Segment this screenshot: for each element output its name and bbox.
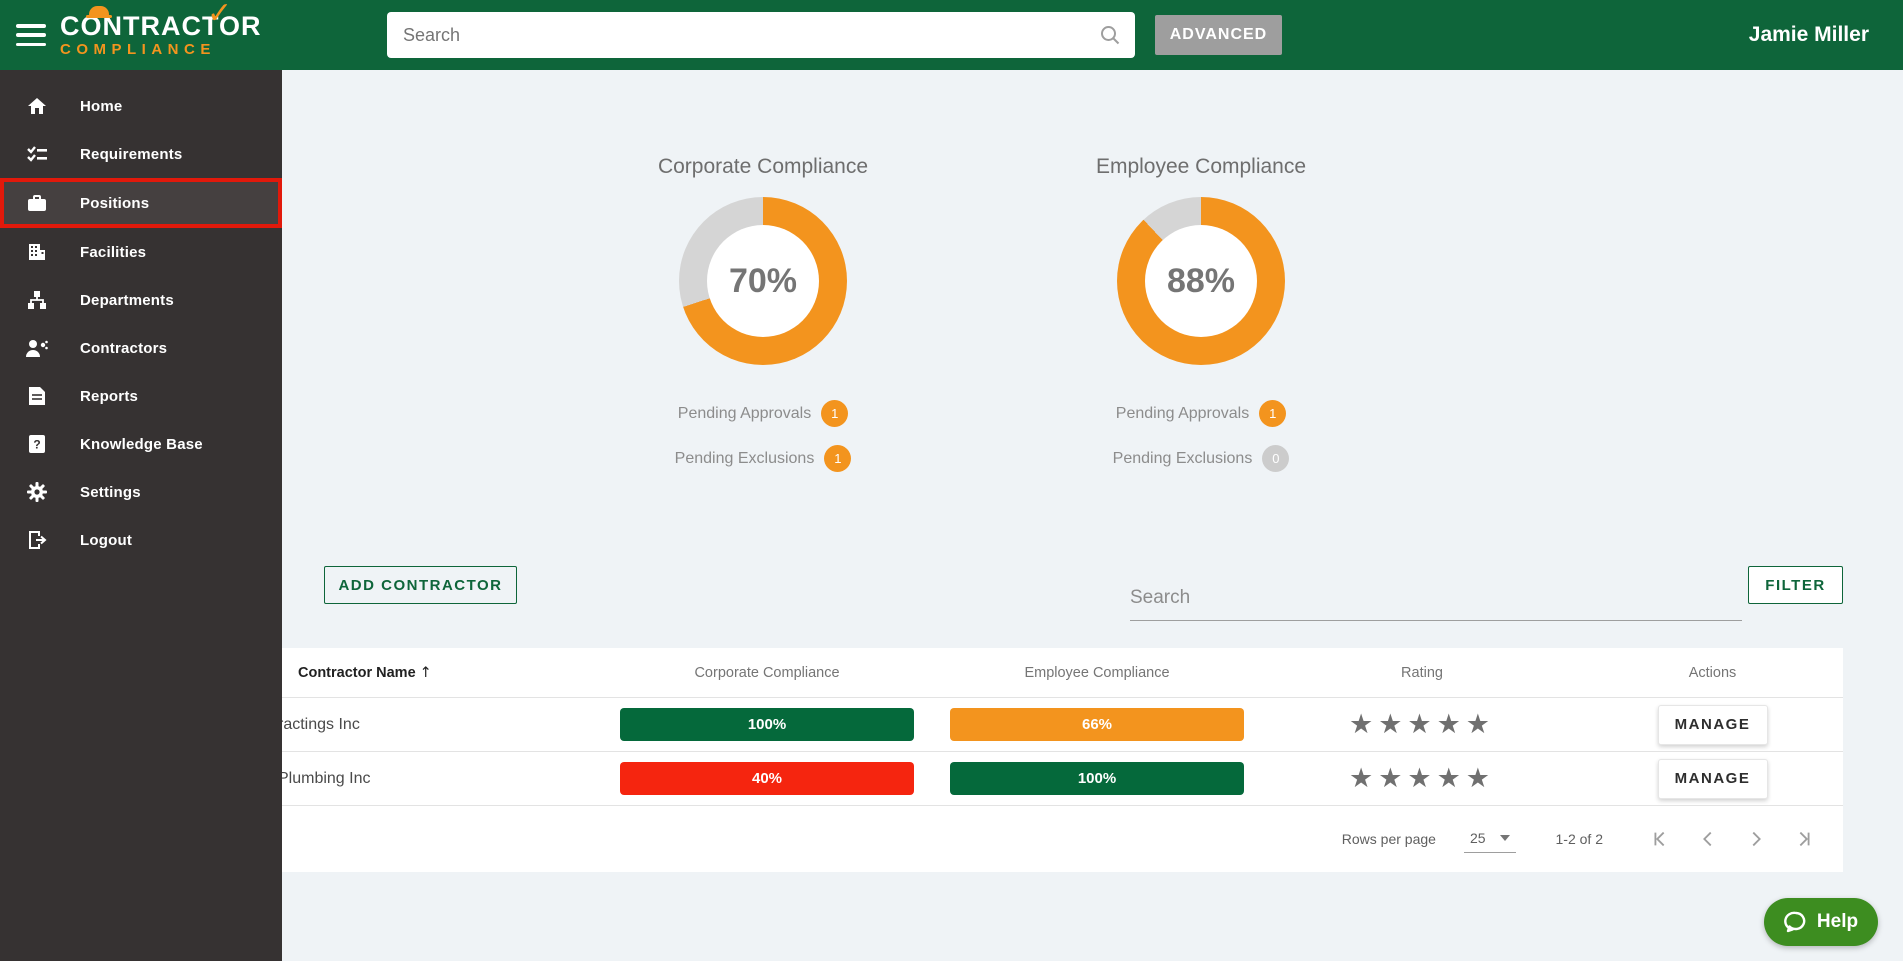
table-header-row: Contractor Name ↑ Corporate Compliance Em… — [282, 648, 1843, 698]
rows-per-page-select[interactable]: 25 — [1463, 826, 1516, 853]
table-row: Plumbing Inc 40% 100% ★★★★★ MANAGE — [282, 752, 1843, 806]
count-badge: 1 — [821, 400, 849, 427]
corporate-compliance-bar: 100% — [620, 708, 914, 741]
manage-button[interactable]: MANAGE — [1657, 704, 1768, 745]
hard-hat-icon — [86, 6, 112, 18]
pagination-range: 1-2 of 2 — [1555, 831, 1603, 847]
filter-button[interactable]: FILTER — [1748, 566, 1843, 604]
logo-check-icon: ✓ — [207, 0, 233, 31]
sidebar: Home Requirements Positions Facilities D… — [0, 70, 282, 961]
corporate-compliance-bar: 40% — [620, 762, 914, 795]
rating-stars[interactable]: ★★★★★ — [1348, 709, 1496, 740]
previous-page-icon[interactable] — [1697, 828, 1719, 850]
logo-line2: COMPLIANCE — [60, 41, 216, 58]
sidebar-item-logout[interactable]: Logout — [0, 516, 282, 564]
employee-compliance-donut: 88% — [1117, 197, 1285, 365]
corporate-pending-exclusions: Pending Exclusions 1 — [563, 445, 963, 472]
corporate-compliance-donut: 70% — [679, 197, 847, 365]
question-icon: ? — [24, 434, 50, 454]
column-corporate-compliance[interactable]: Corporate Compliance — [694, 664, 840, 681]
home-icon — [24, 96, 50, 116]
manage-button[interactable]: MANAGE — [1657, 758, 1768, 799]
user-name[interactable]: Jamie Miller — [1748, 23, 1869, 46]
employee-compliance-bar: 66% — [950, 708, 1244, 741]
contractors-table: Contractor Name ↑ Corporate Compliance Em… — [282, 648, 1843, 872]
org-chart-icon — [24, 290, 50, 310]
employee-compliance-title: Employee Compliance — [1095, 155, 1307, 178]
table-search-input[interactable] — [1130, 575, 1742, 621]
contractor-name[interactable]: ractings Inc — [282, 715, 360, 733]
add-contractor-button[interactable]: ADD CONTRACTOR — [324, 566, 517, 604]
last-page-icon[interactable] — [1793, 828, 1815, 850]
chevron-down-icon — [1499, 834, 1510, 841]
sidebar-item-facilities[interactable]: Facilities — [0, 228, 282, 276]
column-rating[interactable]: Rating — [1401, 664, 1443, 681]
employee-compliance-bar: 100% — [950, 762, 1244, 795]
count-badge: 0 — [1262, 445, 1290, 472]
corporate-compliance-title: Corporate Compliance — [657, 155, 869, 178]
gear-icon — [24, 482, 50, 502]
checklist-icon — [24, 144, 50, 164]
svg-text:?: ? — [33, 438, 40, 452]
table-row: ractings Inc 100% 66% ★★★★★ MANAGE — [282, 698, 1843, 752]
sidebar-item-reports[interactable]: Reports — [0, 372, 282, 420]
building-icon — [24, 242, 50, 262]
corporate-pending-approvals: Pending Approvals 1 — [563, 400, 963, 427]
contractor-name[interactable]: Plumbing Inc — [282, 769, 371, 787]
briefcase-icon — [24, 193, 50, 213]
global-search-input[interactable] — [387, 24, 1099, 46]
first-page-icon[interactable] — [1649, 828, 1671, 850]
column-employee-compliance[interactable]: Employee Compliance — [1024, 664, 1170, 681]
advanced-search-button[interactable]: ADVANCED — [1155, 15, 1282, 55]
search-icon — [1101, 26, 1120, 45]
sidebar-item-departments[interactable]: Departments — [0, 276, 282, 324]
sidebar-item-home[interactable]: Home — [0, 82, 282, 130]
corporate-compliance-percent: 70% — [728, 261, 798, 300]
column-contractor-name[interactable]: Contractor Name ↑ — [298, 664, 432, 681]
chat-bubble-icon — [1784, 911, 1806, 933]
sidebar-item-contractors[interactable]: Contractors — [0, 324, 282, 372]
help-button[interactable]: Help — [1764, 898, 1878, 946]
sort-ascending-icon: ↑ — [419, 664, 432, 681]
employee-compliance-percent: 88% — [1166, 261, 1236, 300]
sidebar-item-positions[interactable]: Positions — [0, 178, 282, 228]
hamburger-menu-icon[interactable] — [16, 24, 46, 46]
table-pagination: Rows per page 25 1-2 of 2 — [282, 806, 1843, 872]
employee-pending-approvals: Pending Approvals 1 — [1001, 400, 1401, 427]
sidebar-item-settings[interactable]: Settings — [0, 468, 282, 516]
rows-per-page-label: Rows per page — [1341, 831, 1436, 847]
global-search — [387, 12, 1135, 58]
top-bar: ✓ CONTRACTOR COMPLIANCE ADVANCED Jamie M… — [0, 0, 1903, 70]
logout-icon — [24, 530, 50, 550]
app-logo[interactable]: ✓ CONTRACTOR COMPLIANCE — [60, 0, 261, 58]
worker-icon — [24, 338, 50, 358]
sidebar-item-requirements[interactable]: Requirements — [0, 130, 282, 178]
rating-stars[interactable]: ★★★★★ — [1348, 763, 1496, 794]
count-badge: 1 — [824, 445, 852, 472]
column-actions: Actions — [1688, 664, 1737, 681]
employee-pending-exclusions: Pending Exclusions 0 — [1001, 445, 1401, 472]
sidebar-item-knowledge-base[interactable]: ? Knowledge Base — [0, 420, 282, 468]
next-page-icon[interactable] — [1745, 828, 1767, 850]
count-badge: 1 — [1259, 400, 1287, 427]
main-content: Corporate Compliance 70% Pending Approva… — [282, 70, 1903, 961]
document-icon — [24, 386, 50, 406]
